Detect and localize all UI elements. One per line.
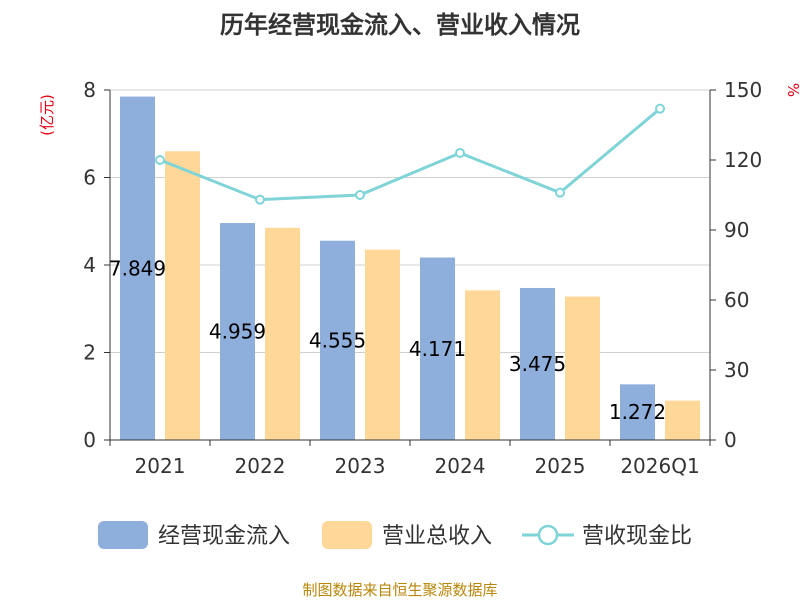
legend-label: 经营现金流入: [158, 524, 290, 549]
left-tick-label: 6: [83, 166, 96, 190]
bar-series: [120, 96, 700, 440]
line-point: [655, 103, 665, 114]
bar: [220, 223, 255, 440]
bar-value-label: 4.959: [209, 320, 266, 344]
right-tick-label: 120: [724, 148, 762, 172]
right-tick-label: 30: [724, 358, 749, 382]
bar: [165, 151, 200, 440]
bar: [420, 257, 455, 440]
x-tick-label: 2021: [135, 454, 186, 478]
legend-marker: [537, 524, 559, 546]
right-tick-label: 60: [724, 288, 749, 312]
bar: [320, 240, 355, 440]
chart-title: 历年经营现金流入、营业收入情况: [220, 11, 580, 39]
legend: 经营现金流入 营业总收入 营收现金比: [98, 521, 692, 549]
right-tick-label: 0: [724, 428, 737, 452]
right-tick-label: 90: [724, 218, 749, 242]
bar: [620, 384, 655, 440]
bar: [465, 290, 500, 440]
bar-value-label: 1.272: [609, 400, 666, 424]
source-note: 制图数据来自恒生聚源数据库: [302, 581, 497, 599]
line-path: [159, 107, 661, 202]
left-tick-label: 8: [83, 78, 96, 102]
bar: [565, 296, 600, 440]
x-tick-label: 2023: [335, 454, 386, 478]
x-tick-label: 2024: [435, 454, 486, 478]
left-tick-label: 4: [83, 253, 96, 277]
bar: [265, 227, 300, 440]
line-series: [155, 103, 665, 205]
bar: [120, 96, 155, 440]
line-point: [155, 155, 165, 165]
right-tick-label: 150: [724, 78, 762, 102]
left-tick-label: 0: [83, 428, 96, 452]
bar: [365, 249, 400, 440]
legend-label: 营业总收入: [382, 524, 492, 549]
bar-value-label: 4.555: [309, 328, 366, 352]
x-tick-label: 2026Q1: [620, 454, 699, 478]
data-labels: 7.849 4.959 4.555 4.171 3.475 1.272: [109, 256, 666, 424]
bar: [520, 287, 555, 440]
bar-value-label: 4.171: [409, 337, 466, 361]
legend-swatch: [98, 521, 148, 549]
left-tick-label: 2: [83, 341, 96, 365]
line-point: [255, 194, 265, 205]
line-point: [555, 187, 565, 198]
line-point: [355, 190, 365, 200]
line-point: [455, 148, 465, 158]
right-axis-unit: %: [784, 83, 800, 97]
x-tick-label: 2025: [535, 454, 586, 478]
x-tick-label: 2022: [235, 454, 286, 478]
legend-swatch: [322, 521, 372, 549]
legend-label: 营收现金比: [582, 524, 692, 549]
bar-value-label: 7.849: [109, 256, 166, 280]
left-axis-unit: (亿元): [38, 94, 56, 136]
axes: 0 2 4 6 8 0 30 60 90 120 150 2021 2022 2023 2024 2025 20…: [83, 78, 762, 478]
bar-value-label: 3.475: [509, 352, 566, 376]
bar: [665, 400, 700, 440]
